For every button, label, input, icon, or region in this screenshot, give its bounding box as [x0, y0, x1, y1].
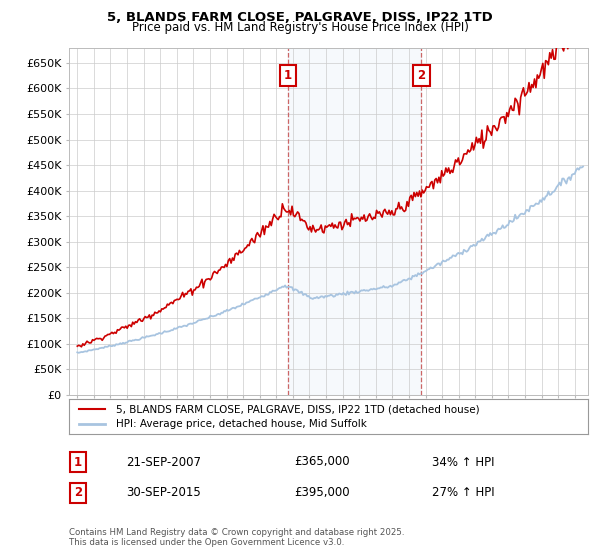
- Text: 34% ↑ HPI: 34% ↑ HPI: [432, 455, 494, 469]
- Text: 2: 2: [417, 69, 425, 82]
- Text: 27% ↑ HPI: 27% ↑ HPI: [432, 486, 494, 500]
- Text: 1: 1: [284, 69, 292, 82]
- Text: 1: 1: [74, 455, 82, 469]
- Bar: [288, 48, 421, 395]
- Text: £365,000: £365,000: [294, 455, 350, 469]
- Text: Contains HM Land Registry data © Crown copyright and database right 2025.
This d: Contains HM Land Registry data © Crown c…: [69, 528, 404, 547]
- Text: 5, BLANDS FARM CLOSE, PALGRAVE, DISS, IP22 1TD: 5, BLANDS FARM CLOSE, PALGRAVE, DISS, IP…: [107, 11, 493, 24]
- Text: 2: 2: [74, 486, 82, 500]
- Text: 5, BLANDS FARM CLOSE, PALGRAVE, DISS, IP22 1TD (detached house): 5, BLANDS FARM CLOSE, PALGRAVE, DISS, IP…: [116, 404, 479, 414]
- Text: 30-SEP-2015: 30-SEP-2015: [126, 486, 201, 500]
- Text: 21-SEP-2007: 21-SEP-2007: [126, 455, 201, 469]
- Text: £395,000: £395,000: [294, 486, 350, 500]
- Text: HPI: Average price, detached house, Mid Suffolk: HPI: Average price, detached house, Mid …: [116, 419, 367, 430]
- Text: Price paid vs. HM Land Registry's House Price Index (HPI): Price paid vs. HM Land Registry's House …: [131, 21, 469, 34]
